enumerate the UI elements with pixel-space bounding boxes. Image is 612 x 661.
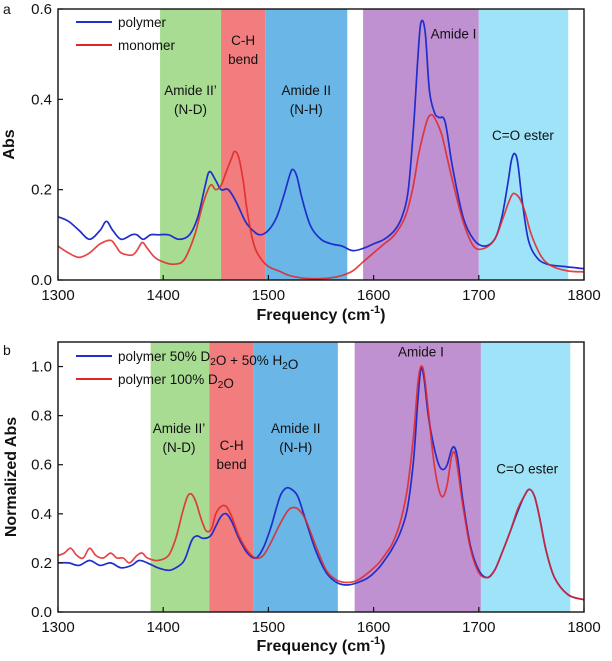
panel-b-region-label-4: C=O ester <box>496 461 558 476</box>
panel-b-x-axis-label: Frequency (cm-1) <box>257 635 386 655</box>
panel-a-legend: polymer monomer <box>76 15 176 53</box>
panel-a-letter: a <box>3 1 11 17</box>
panel-b-x-tick-label: 1500 <box>252 619 285 636</box>
panel-a-y-tick-label: 0.6 <box>31 1 52 18</box>
panel-b-plot-frame <box>57 341 585 613</box>
panel-a-legend-label: polymer <box>118 15 167 30</box>
panel-a-y-tick-label: 0.2 <box>31 182 52 199</box>
panel-b-region-label-0: Amide II’ (N-D) <box>153 421 206 455</box>
panel-a-region-1 <box>221 9 266 280</box>
panel-a-region-label-1: C-H bend <box>228 33 258 67</box>
panel-a-x-tick-label: 1400 <box>147 287 180 304</box>
panel-a-x-tick-label: 1700 <box>462 287 495 304</box>
panel-a-x-tick-label: 1800 <box>567 287 600 304</box>
panel-b-x-tick-label: 1400 <box>147 619 180 636</box>
panel-a-y-tick-label: 0.4 <box>31 91 52 108</box>
panel-a-series <box>57 19 585 280</box>
panel-b-y-tick-label: 0.4 <box>31 506 52 523</box>
panel-a-region-4 <box>478 9 569 280</box>
panel-b-y-tick-label: 0.0 <box>31 604 52 621</box>
panel-b-y-tick-label: 0.6 <box>31 457 52 474</box>
panel-a-region-label-2: Amide II (N-H) <box>282 83 332 117</box>
panel-a-region-2 <box>265 9 348 280</box>
panel-a-x-tick-label: 1600 <box>357 287 390 304</box>
panel-b-y-axis-label: Normalized Abs <box>3 417 20 537</box>
panel-b-region-label-2: Amide II (N-H) <box>271 421 321 455</box>
panel-b-x-tick-label: 1300 <box>41 619 74 636</box>
panel-b-region-1 <box>209 342 254 612</box>
panel-a-y-axis-label: Abs <box>1 129 18 159</box>
panel-a-region-label-4: C=O ester <box>492 128 554 143</box>
panel-a-plot-frame <box>57 8 585 281</box>
panel-a-region-labels: Amide II’ (N-D) C-H bend Amide II (N-H) Amide … <box>164 26 554 143</box>
panel-b-legend-label: polymer 50% D2O + 50% H2O <box>118 349 298 372</box>
panel-a-x-tick-label: 1500 <box>252 287 285 304</box>
panel-b-y-tick-label: 0.8 <box>31 408 52 425</box>
panel-b-letter: b <box>3 342 11 358</box>
panel-a-region-label-0: Amide II’ (N-D) <box>164 83 217 117</box>
panel-b-x-tick-label: 1700 <box>462 619 495 636</box>
panel-b-x-tick-label: 1800 <box>567 619 600 636</box>
panel-a-legend-label: monomer <box>118 38 176 53</box>
panel-b-region-0 <box>150 342 210 612</box>
panel-b-series <box>57 365 585 601</box>
panel-b-region-label-3: Amide I <box>398 345 444 360</box>
panel-b-region-labels: Amide II’ (N-D) C-H bend Amide II (N-H) Amide … <box>153 345 559 477</box>
panel-a-series-red-line <box>57 113 585 280</box>
panel-b-y-axis: 0.0 0.2 0.4 0.6 0.8 1.0 <box>31 359 63 621</box>
panel-b-x-tick-label: 1600 <box>357 619 390 636</box>
panel-a-x-axis-label: Frequency (cm-1) <box>257 304 386 324</box>
panel-a-x-tick-label: 1300 <box>41 287 74 304</box>
panel-b-y-tick-label: 0.2 <box>31 555 52 572</box>
panel-b-legend-label: polymer 100% D2O <box>118 372 234 391</box>
panel-b-x-axis: 1300 1400 1500 1600 1700 1800 <box>41 607 601 636</box>
panel-a-x-axis: 1300 1400 1500 1600 1700 1800 <box>41 275 601 304</box>
panel-b-series-red-line <box>57 365 585 601</box>
panel-a-y-tick-label: 0.0 <box>31 272 52 289</box>
panel-b-region-label-1: C-H bend <box>217 438 247 472</box>
panel-a-region-label-3: Amide I <box>431 26 477 41</box>
panel-b-y-tick-label: 1.0 <box>31 359 52 376</box>
panel-a-regions <box>160 9 569 280</box>
panel-a-y-axis: 0.0 0.2 0.4 0.6 <box>31 1 63 289</box>
